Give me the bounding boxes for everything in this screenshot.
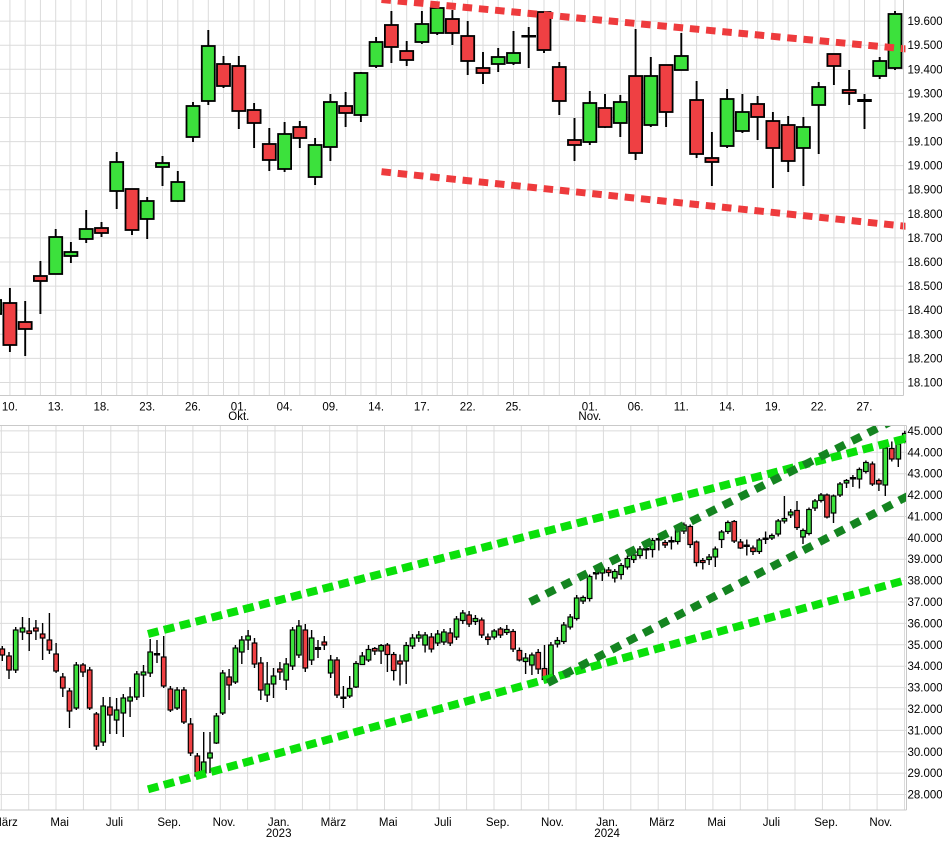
- svg-text:Juli: Juli: [106, 817, 123, 829]
- svg-text:18.700: 18.700: [908, 233, 942, 245]
- svg-text:Mai: Mai: [707, 817, 726, 829]
- svg-text:Sep.: Sep.: [486, 817, 510, 829]
- svg-text:17.: 17.: [414, 402, 430, 414]
- svg-text:27.: 27.: [857, 402, 873, 414]
- svg-text:14.: 14.: [368, 402, 384, 414]
- svg-text:Juli: Juli: [763, 817, 780, 829]
- svg-text:11.: 11.: [674, 402, 689, 414]
- svg-text:18.100: 18.100: [908, 378, 942, 390]
- svg-text:33.000: 33.000: [908, 683, 942, 695]
- svg-text:43.000: 43.000: [908, 469, 942, 481]
- svg-text:23.: 23.: [139, 402, 155, 414]
- svg-text:39.000: 39.000: [908, 554, 942, 566]
- svg-text:22.: 22.: [460, 402, 476, 414]
- svg-text:Mai: Mai: [50, 817, 69, 829]
- svg-text:Juli: Juli: [434, 817, 451, 829]
- svg-text:März: März: [0, 817, 18, 829]
- svg-text:2023: 2023: [266, 828, 292, 837]
- svg-text:Nov.: Nov.: [541, 817, 564, 829]
- svg-text:Sep.: Sep.: [157, 817, 181, 829]
- svg-text:19.000: 19.000: [908, 161, 942, 173]
- svg-text:Nov.: Nov.: [869, 817, 892, 829]
- svg-text:18.: 18.: [94, 402, 110, 414]
- svg-text:18.300: 18.300: [908, 329, 942, 341]
- svg-text:30.000: 30.000: [908, 747, 942, 759]
- svg-text:März: März: [321, 817, 347, 829]
- svg-text:40.000: 40.000: [908, 533, 942, 545]
- svg-text:26.: 26.: [185, 402, 201, 414]
- svg-text:13.: 13.: [48, 402, 64, 414]
- svg-text:22.: 22.: [811, 402, 827, 414]
- svg-text:28.000: 28.000: [908, 790, 942, 802]
- svg-text:19.500: 19.500: [908, 40, 942, 52]
- svg-text:29.000: 29.000: [908, 768, 942, 780]
- svg-text:2024: 2024: [594, 828, 620, 837]
- svg-text:32.000: 32.000: [908, 704, 942, 716]
- svg-text:18.800: 18.800: [908, 209, 942, 221]
- svg-text:36.000: 36.000: [908, 618, 942, 630]
- svg-text:25.: 25.: [506, 402, 522, 414]
- svg-text:Okt.: Okt.: [228, 411, 249, 423]
- svg-text:Mai: Mai: [379, 817, 398, 829]
- svg-text:Nov.: Nov.: [213, 817, 236, 829]
- svg-text:18.600: 18.600: [908, 257, 942, 269]
- svg-text:38.000: 38.000: [908, 576, 942, 588]
- svg-text:Nov.: Nov.: [578, 411, 601, 423]
- svg-text:45.000: 45.000: [908, 426, 942, 438]
- svg-text:Sep.: Sep.: [814, 817, 838, 829]
- svg-text:37.000: 37.000: [908, 597, 942, 609]
- svg-text:18.400: 18.400: [908, 305, 942, 317]
- svg-text:31.000: 31.000: [908, 725, 942, 737]
- svg-text:09.: 09.: [322, 402, 338, 414]
- svg-text:06.: 06.: [628, 402, 644, 414]
- svg-text:18.900: 18.900: [908, 185, 942, 197]
- svg-text:19.100: 19.100: [908, 137, 942, 149]
- svg-text:März: März: [649, 817, 675, 829]
- svg-text:18.200: 18.200: [908, 353, 942, 365]
- svg-text:34.000: 34.000: [908, 661, 942, 673]
- svg-text:44.000: 44.000: [908, 447, 942, 459]
- svg-text:04.: 04.: [277, 402, 293, 414]
- svg-text:35.000: 35.000: [908, 640, 942, 652]
- svg-text:42.000: 42.000: [908, 490, 942, 502]
- svg-text:19.300: 19.300: [908, 88, 942, 100]
- svg-text:19.200: 19.200: [908, 113, 942, 125]
- svg-text:18.500: 18.500: [908, 281, 942, 293]
- svg-text:14.: 14.: [719, 402, 735, 414]
- svg-text:10.: 10.: [2, 402, 18, 414]
- svg-text:41.000: 41.000: [908, 512, 942, 524]
- svg-text:19.600: 19.600: [908, 16, 942, 28]
- svg-text:19.400: 19.400: [908, 64, 942, 76]
- svg-text:19.: 19.: [765, 402, 781, 414]
